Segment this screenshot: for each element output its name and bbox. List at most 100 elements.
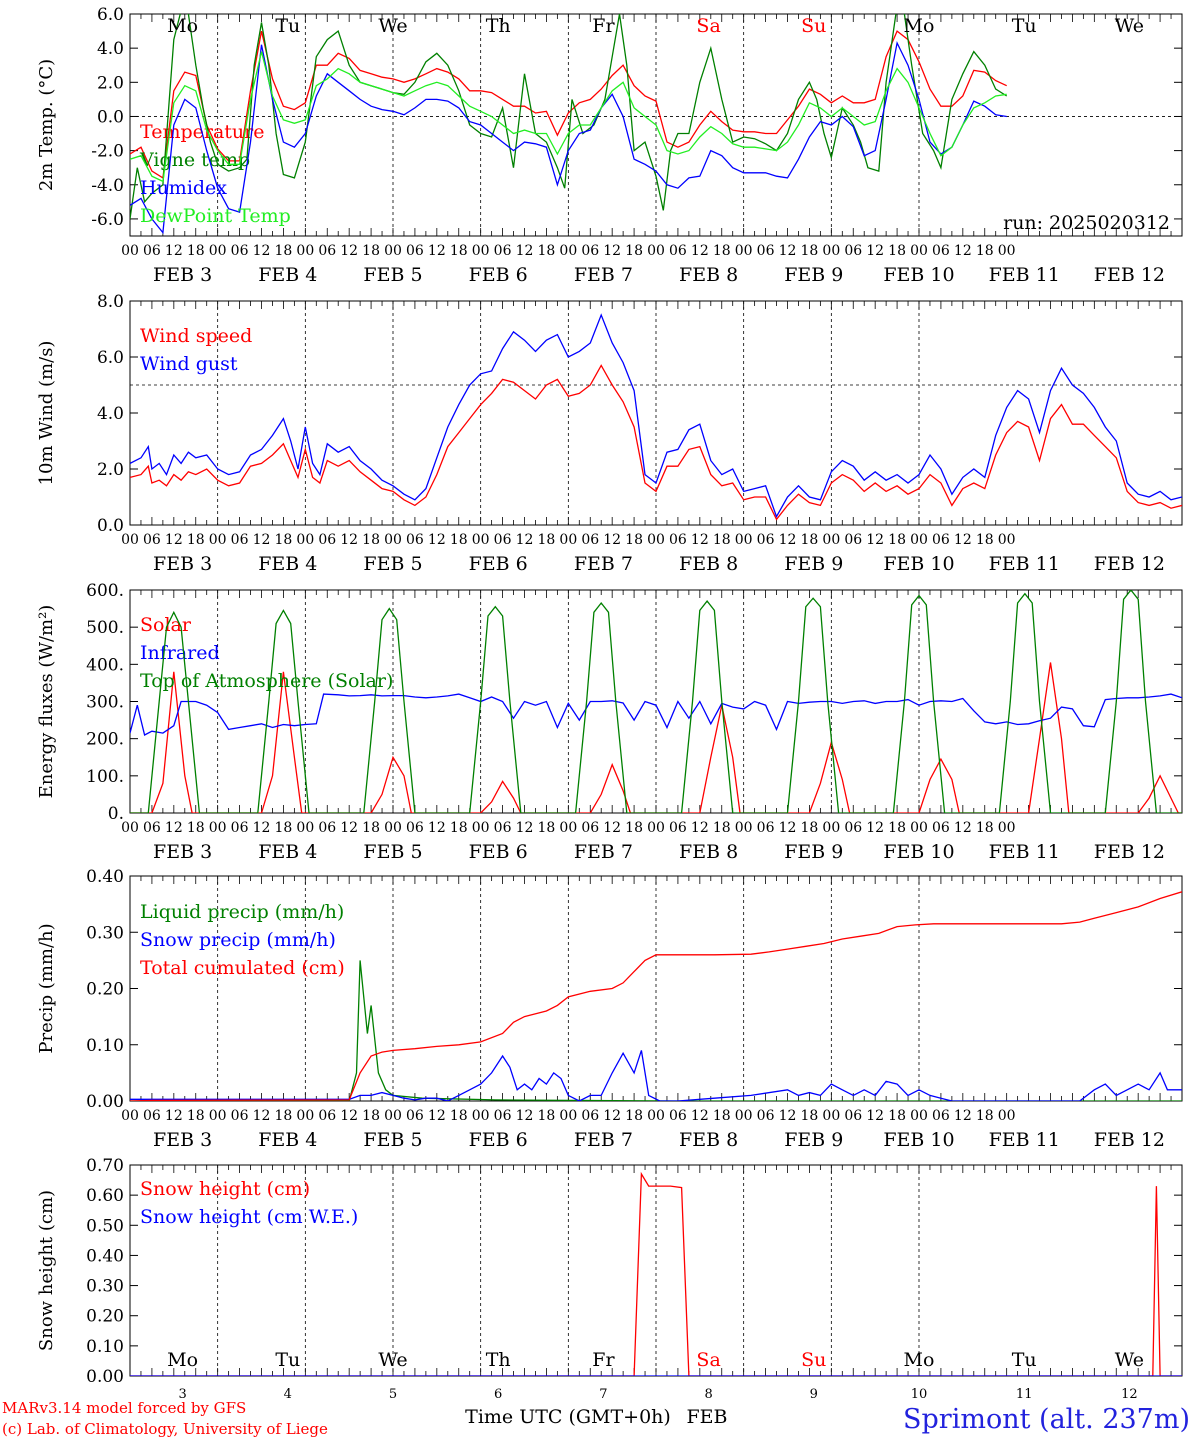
date-label: FEB 5 (363, 264, 422, 286)
date-label: FEB 9 (784, 841, 843, 863)
hour-tick-label: 00 (384, 532, 402, 548)
hour-tick-label: 00 (735, 532, 753, 548)
hour-tick-label: 06 (143, 532, 161, 548)
hour-tick-label: 12 (954, 820, 972, 836)
hour-tick-label: 00 (121, 532, 139, 548)
y-tick-label: 0.10 (86, 1337, 124, 1357)
hour-tick-label: 06 (231, 1108, 249, 1124)
hour-tick-label: 06 (494, 243, 512, 259)
date-label: FEB 9 (784, 1129, 843, 1151)
hour-tick-label: 18 (538, 532, 556, 548)
panel-4: 0.00 0.10 0.20 0.30 0.40 Precip (mm/h) Liquid … (36, 867, 1183, 1151)
hour-tick-label: 00 (296, 243, 314, 259)
hour-tick-label: 06 (581, 1108, 599, 1124)
hour-tick-label: 00 (559, 820, 577, 836)
hour-tick-label: 00 (209, 243, 227, 259)
weekday-label-top: Fr (592, 15, 615, 37)
weekday-label-top: Tu (1012, 15, 1037, 37)
station-label: Sprimont (alt. 237m) (903, 1404, 1190, 1435)
hour-tick-label: 00 (209, 1108, 227, 1124)
hour-tick-label: 12 (516, 532, 534, 548)
y-axis-label: Energy fluxes (W/m²) (36, 605, 57, 799)
y-tick-label: 0.20 (86, 980, 124, 1000)
panel-2: 0.0 2.0 4.0 6.0 8.0 10m Wind (m/s) Wind speed W… (36, 292, 1183, 575)
hour-tick-label: 12 (603, 243, 621, 259)
hour-tick-label: 06 (757, 1108, 775, 1124)
date-label: FEB 11 (989, 264, 1060, 286)
y-tick-label: 0.30 (86, 1277, 124, 1297)
hour-tick-label: 06 (669, 1108, 687, 1124)
date-label: FEB 6 (469, 1129, 528, 1151)
day-number: 10 (911, 1387, 928, 1402)
panel-1: -6.0-4.0-2.00.02.04.06.02m Temp. (°C) Tem… (36, 5, 1183, 286)
hour-tick-label: 12 (253, 532, 271, 548)
hour-tick-label: 18 (625, 820, 643, 836)
series-line-wind-gust (130, 313, 1182, 519)
date-label: FEB 7 (574, 264, 633, 286)
y-tick-label: 300. (86, 693, 124, 713)
hour-tick-label: 12 (691, 820, 709, 836)
date-label: FEB 12 (1094, 553, 1165, 575)
series-line-infrared (130, 693, 1182, 736)
hour-tick-label: 06 (669, 243, 687, 259)
series-line-solar (130, 662, 1182, 813)
hour-tick-label: 18 (362, 820, 380, 836)
weekday-label-bottom: Tu (1012, 1349, 1037, 1371)
hour-tick-label: 06 (318, 243, 336, 259)
date-label: FEB 10 (883, 841, 954, 863)
hour-tick-label: 18 (713, 532, 731, 548)
hour-tick-label: 06 (844, 820, 862, 836)
date-label: FEB 4 (258, 264, 317, 286)
hour-tick-label: 00 (910, 243, 928, 259)
hour-tick-label: 00 (472, 243, 490, 259)
date-label: FEB 11 (989, 1129, 1060, 1151)
date-label: FEB 4 (258, 841, 317, 863)
hour-tick-label: 12 (866, 1108, 884, 1124)
date-label: FEB 4 (258, 1129, 317, 1151)
hour-tick-label: 18 (801, 820, 819, 836)
y-tick-label: -6.0 (91, 210, 124, 230)
hour-tick-label: 12 (340, 1108, 358, 1124)
y-tick-label: 0. (108, 804, 124, 824)
hour-tick-label: 18 (976, 820, 994, 836)
y-tick-label: 0.00 (86, 1092, 124, 1112)
hour-tick-label: 12 (866, 243, 884, 259)
hour-tick-label: 18 (976, 1108, 994, 1124)
hour-tick-label: 12 (603, 820, 621, 836)
date-label: FEB 3 (153, 553, 212, 575)
hour-tick-label: 00 (910, 1108, 928, 1124)
hour-tick-label: 12 (253, 243, 271, 259)
hour-tick-label: 00 (121, 243, 139, 259)
hour-tick-label: 12 (603, 532, 621, 548)
y-tick-label: 2.0 (97, 73, 124, 93)
y-axis-label: Snow height (cm) (36, 1190, 57, 1351)
hour-tick-label: 18 (801, 532, 819, 548)
weekday-label-top: Th (486, 15, 511, 37)
legend-entry: Infrared (140, 642, 220, 664)
hour-tick-label: 12 (253, 820, 271, 836)
hour-tick-label: 18 (187, 820, 205, 836)
y-tick-label: 0.00 (86, 1367, 124, 1387)
y-tick-label: -2.0 (91, 142, 124, 162)
legend-entry: Snow precip (mm/h) (140, 929, 336, 951)
hour-tick-label: 00 (209, 820, 227, 836)
hour-tick-label: 06 (406, 532, 424, 548)
y-tick-label: -4.0 (91, 176, 124, 196)
hour-tick-label: 18 (275, 243, 293, 259)
date-label: FEB 6 (469, 264, 528, 286)
hour-tick-label: 12 (340, 820, 358, 836)
date-label: FEB 12 (1094, 264, 1165, 286)
hour-tick-label: 06 (581, 243, 599, 259)
y-axis-label: Precip (mm/h) (36, 923, 57, 1053)
hour-tick-label: 06 (318, 820, 336, 836)
y-tick-label: 8.0 (97, 292, 124, 312)
hour-tick-label: 00 (647, 243, 665, 259)
hour-tick-label: 18 (976, 532, 994, 548)
legend-entry: Humidex (140, 177, 227, 199)
date-label: FEB 10 (883, 1129, 954, 1151)
y-tick-label: 500. (86, 618, 124, 638)
day-number: 4 (284, 1387, 292, 1402)
legend-entry: Wind speed (140, 325, 252, 347)
hour-tick-label: 18 (450, 243, 468, 259)
hour-tick-label: 12 (603, 1108, 621, 1124)
